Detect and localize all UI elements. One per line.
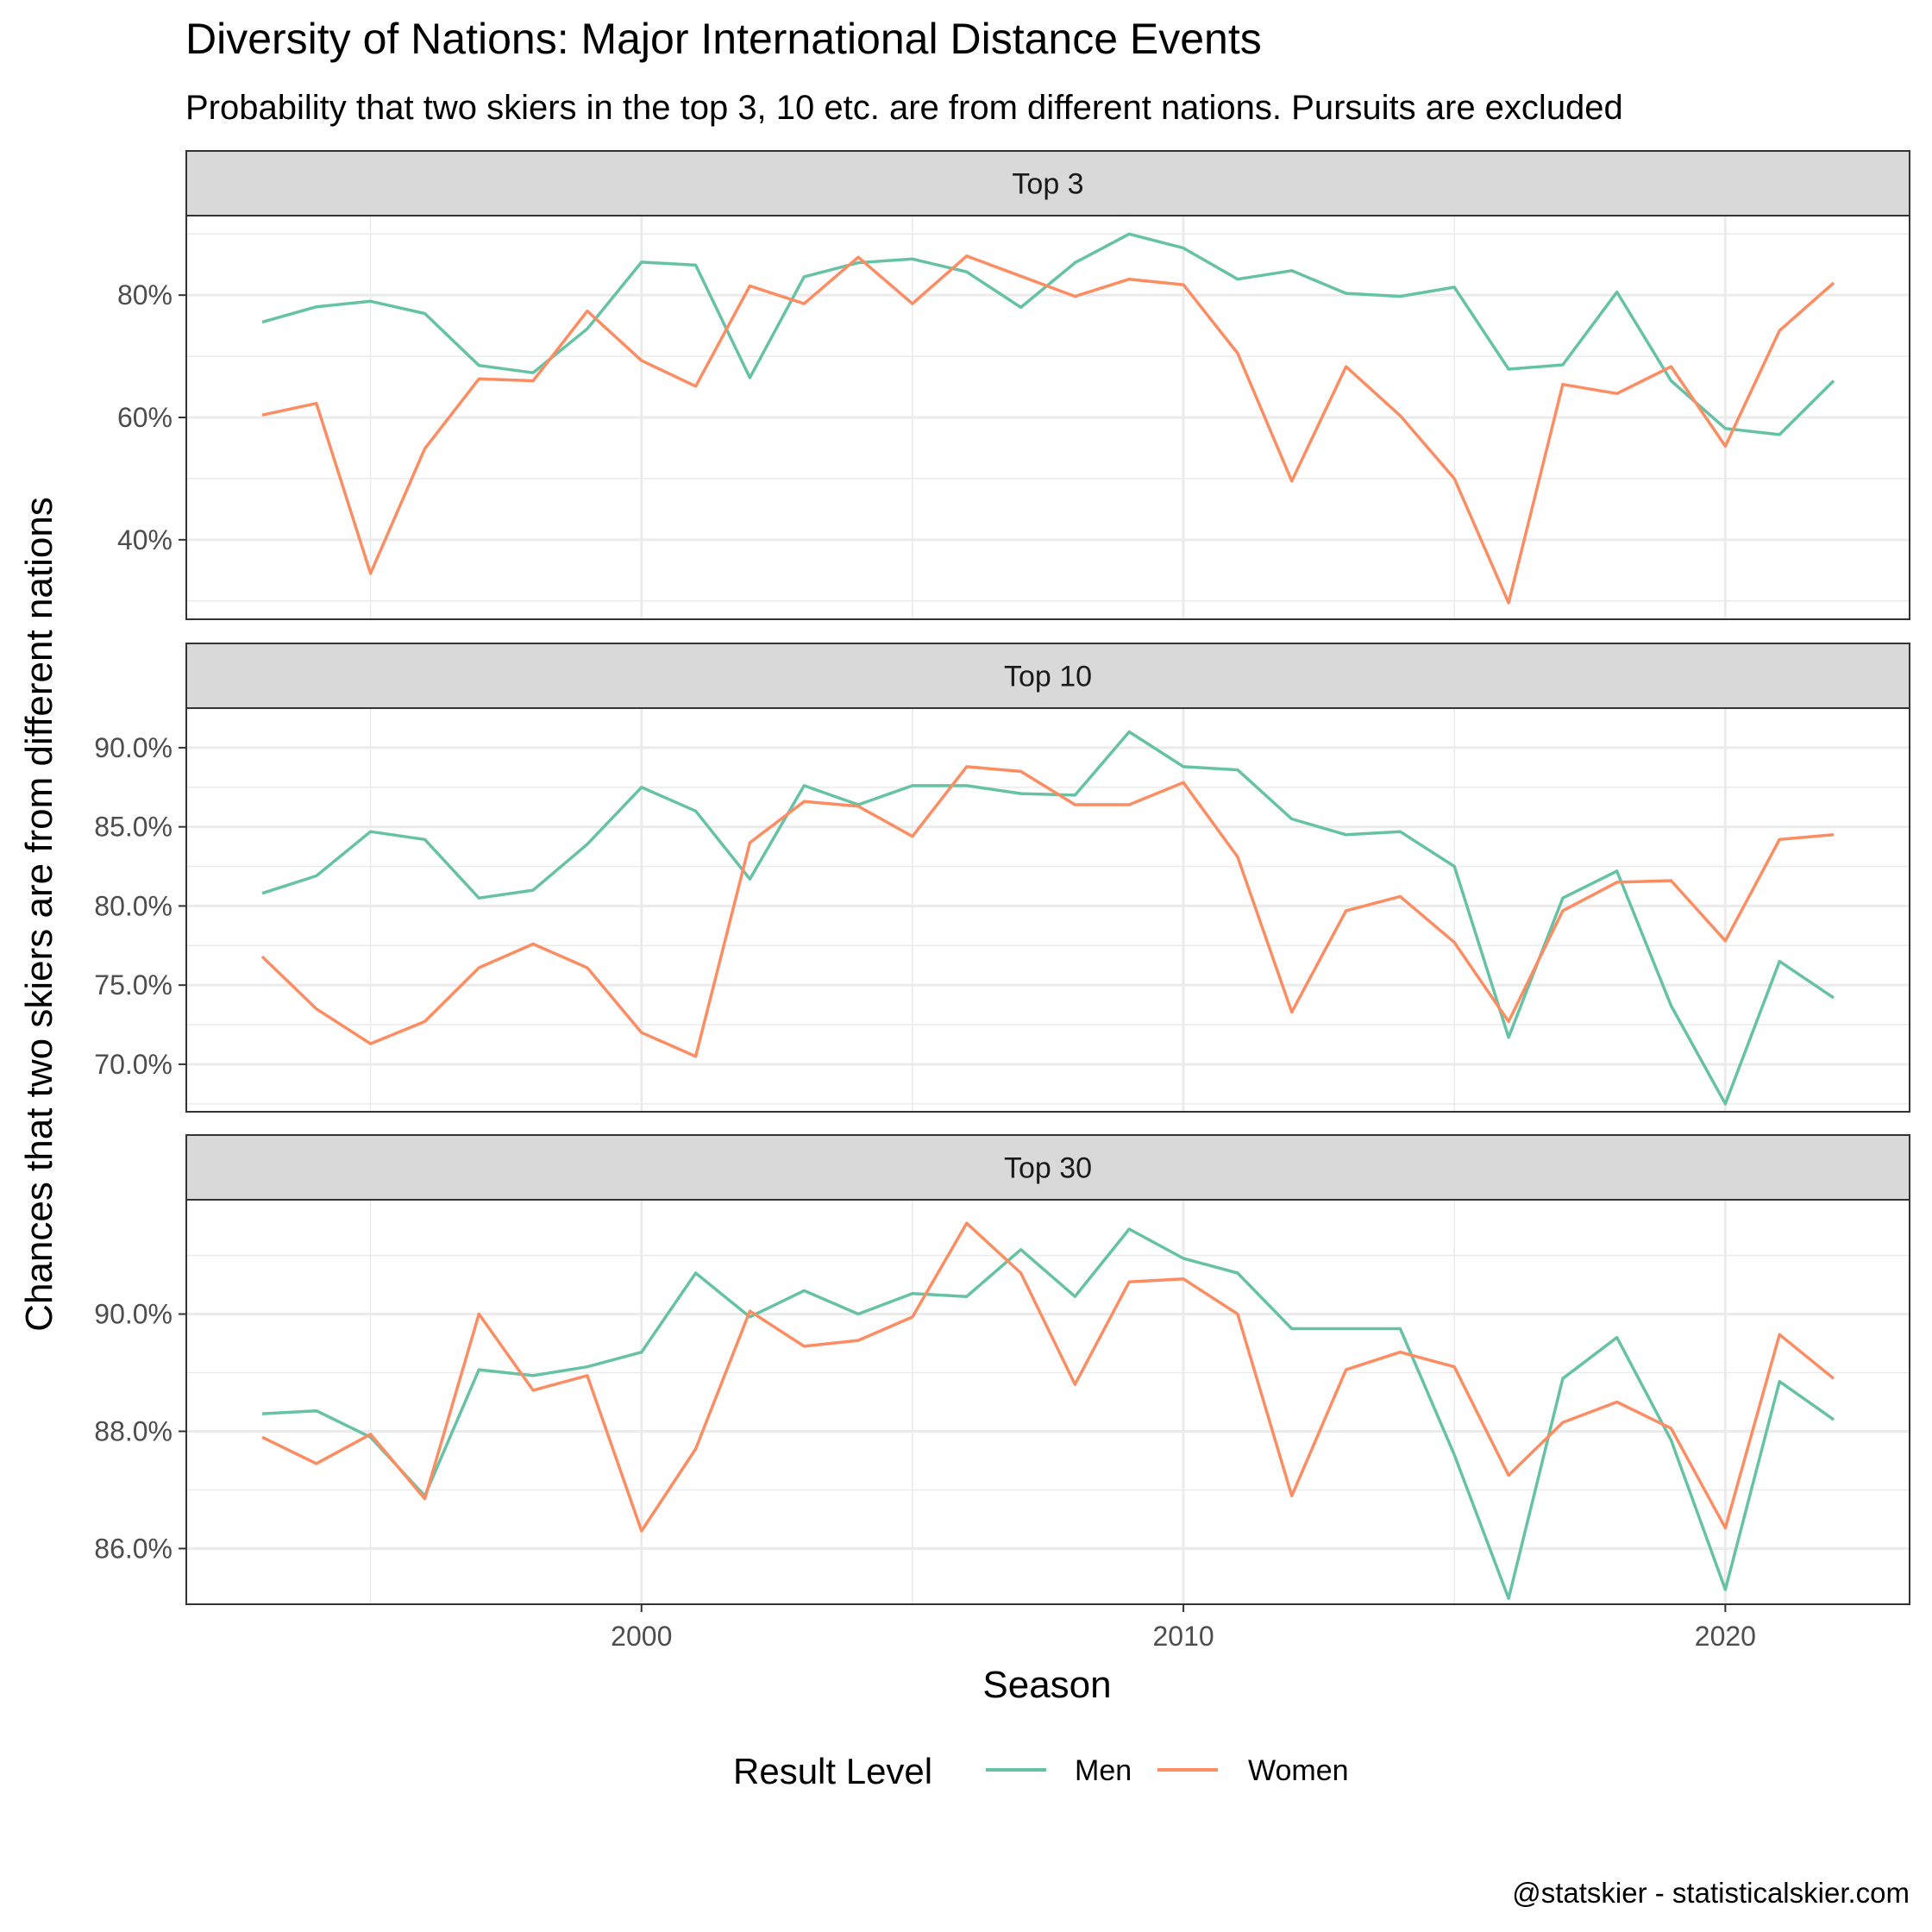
y-tick-label: 80.0% [94, 890, 172, 921]
panel-strip [185, 1134, 1910, 1201]
legend-label-women: Women [1248, 1754, 1349, 1787]
x-axis-title: Season [982, 1664, 1111, 1706]
panel-border [185, 707, 1910, 1113]
series-line-women [261, 1221, 1835, 1533]
panel-0: Top 3 40% 60% 80% [117, 150, 1910, 620]
panel-border [185, 1199, 1910, 1605]
panel-strip-label: Top 10 [1004, 661, 1092, 693]
series-line-men [261, 730, 1835, 1106]
y-tick-label: 90.0% [94, 732, 172, 763]
x-tick-label: 2010 [1152, 1621, 1214, 1652]
series-line-women [261, 254, 1835, 605]
legend-label-men: Men [1075, 1754, 1132, 1787]
caption: @statskier - statisticalskier.com [1512, 1877, 1910, 1909]
y-tick-label: 80% [117, 279, 172, 310]
x-tick-label: 2000 [611, 1621, 672, 1652]
series-line-women [260, 765, 1835, 1058]
y-tick-label: 90.0% [94, 1299, 172, 1330]
y-tick-label: 70.0% [94, 1049, 172, 1080]
panel-border [185, 215, 1910, 620]
chart-title: Diversity of Nations: Major Internationa… [185, 15, 1262, 63]
panels: Top 3 40% 60% 80% Top 10 70.0% 75.0% 80.0% 85.0%… [94, 150, 1910, 1652]
y-tick-label: 86.0% [94, 1533, 172, 1564]
y-tick-label: 85.0% [94, 812, 172, 843]
y-tick-label: 88.0% [94, 1415, 172, 1446]
panel-strip-label: Top 30 [1004, 1152, 1092, 1185]
series-line-men [261, 232, 1835, 436]
panel-strip-label: Top 3 [1012, 168, 1083, 201]
y-axis-title: Chances that two skiers are from differe… [18, 497, 60, 1332]
y-tick-label: 40% [117, 524, 172, 555]
panel-strip [185, 643, 1910, 709]
panel-strip [185, 150, 1910, 216]
x-tick-label: 2020 [1695, 1621, 1756, 1652]
legend: Result Level Men Women [733, 1751, 1349, 1791]
legend-title: Result Level [733, 1751, 932, 1791]
y-tick-label: 60% [117, 402, 172, 433]
chart-subtitle: Probability that two skiers in the top 3… [185, 89, 1623, 127]
panel-2: Top 30 86.0% 88.0% 90.0% 2000 2010 2020 [94, 1134, 1910, 1652]
y-tick-label: 75.0% [94, 969, 172, 1000]
series-line-men [261, 1227, 1835, 1600]
panel-1: Top 10 70.0% 75.0% 80.0% 85.0% 90.0% [94, 643, 1910, 1113]
